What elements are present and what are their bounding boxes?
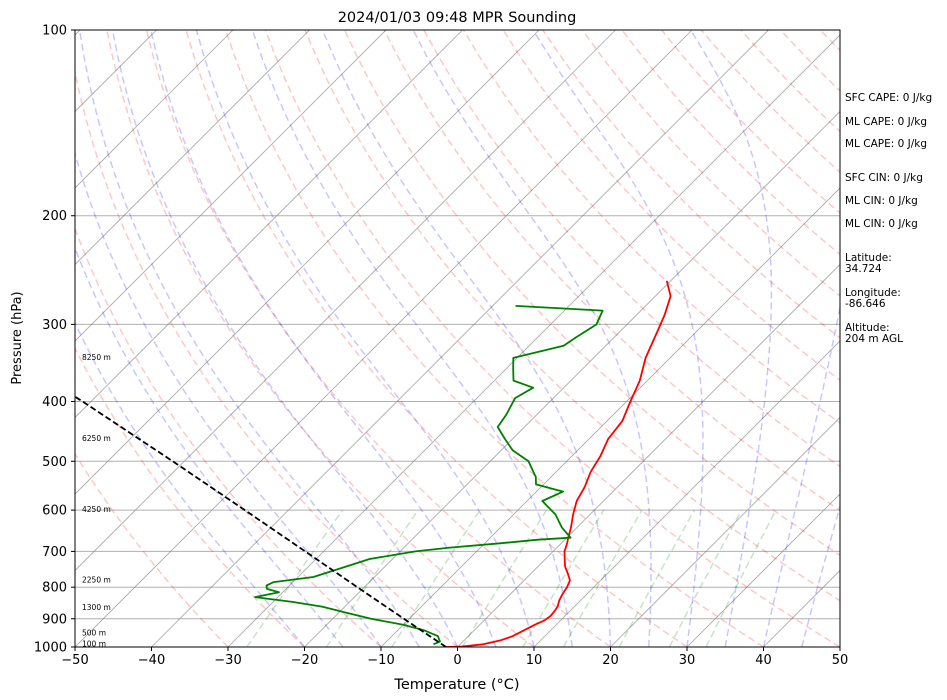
mixing-ratio-line — [246, 509, 344, 647]
x-tick-label: −50 — [61, 653, 88, 668]
mixing-ratio-line — [562, 509, 643, 647]
isotherm-line — [533, 340, 840, 647]
ml-cin-text: ML CIN: 0 J/kg — [845, 195, 918, 207]
sfc-cin-text: SFC CIN: 0 J/kg — [845, 172, 923, 184]
height-labels: 100 m 500 m 1300 m 2250 m 4250 m 6250 m 8250 m — [82, 353, 111, 648]
x-tick-label: 50 — [832, 653, 849, 668]
dry-adiabat-line — [343, 30, 840, 557]
moist-adiabat-line — [75, 150, 382, 647]
y-tick-label: 900 — [42, 612, 67, 627]
isotherm-line — [75, 30, 387, 342]
axes: −50 −40 −30 −20 −10 0 10 20 30 40 50 1000 900 800 700 6… — [34, 24, 848, 669]
y-tick-label: 600 — [42, 504, 67, 519]
mixing-ratio-line — [522, 509, 605, 647]
dry-adiabat-line — [75, 346, 306, 647]
height-label: 500 m — [82, 628, 106, 637]
height-label: 1300 m — [82, 603, 111, 612]
isotherm-line — [610, 416, 840, 647]
y-axis-label: Pressure (hPa) — [10, 291, 25, 384]
dry-adiabat-line — [75, 452, 229, 647]
moist-adiabat-line — [251, 30, 574, 647]
dry-adiabat-line — [423, 30, 840, 468]
chart-title: 2024/01/03 09:48 MPR Sounding — [338, 10, 577, 26]
moist-adiabat-line — [78, 30, 420, 647]
sfc-cape-text: SFC CAPE: 0 J/kg — [845, 92, 933, 104]
x-tick-label: 20 — [602, 653, 619, 668]
x-tick-label: 0 — [453, 653, 461, 668]
x-axis-label: Temperature (°C) — [393, 677, 519, 693]
moist-adiabat-line — [690, 30, 773, 647]
isotherm-line — [304, 110, 840, 647]
y-tick-label: 200 — [42, 209, 67, 224]
x-tick-label: −20 — [291, 653, 318, 668]
isotherm-line — [75, 30, 234, 189]
ml-cape-text: ML CAPE: 0 J/kg — [845, 116, 928, 128]
x-tick-label: −40 — [138, 653, 165, 668]
dry-adiabat-line — [383, 30, 840, 512]
ml-cin-text-2: ML CIN: 0 J/kg — [845, 218, 918, 230]
ml-cape-text-2: ML CAPE: 0 J/kg — [845, 138, 928, 150]
data-series — [75, 280, 672, 647]
isotherm-line — [151, 30, 769, 647]
moist-adiabat-line — [801, 503, 840, 647]
latitude-text: Latitude: 34.724 — [845, 252, 892, 275]
y-tick-label: 400 — [42, 395, 67, 410]
moist-adiabat-line — [762, 303, 840, 647]
dry-adiabat-line — [502, 30, 840, 382]
dry-adiabat-line — [264, 30, 840, 647]
moist-adiabat-line — [150, 30, 497, 647]
y-tick-label: 700 — [42, 545, 67, 560]
x-tick-label: 10 — [526, 653, 543, 668]
height-label: 8250 m — [82, 353, 111, 362]
dry-adiabat-line — [542, 30, 840, 339]
y-tick-label: 100 — [42, 24, 67, 39]
x-tick-label: −30 — [214, 653, 241, 668]
dry-adiabat-line — [462, 30, 840, 424]
isotherm-line — [75, 30, 540, 495]
y-tick-label: 800 — [42, 581, 67, 596]
height-label: 6250 m — [82, 434, 111, 443]
mixing-ratio-line — [461, 509, 548, 647]
dry-adiabat-line — [581, 30, 840, 297]
dry-adiabat-line — [75, 68, 458, 647]
height-label: 2250 m — [82, 575, 111, 584]
x-tick-label: 40 — [755, 653, 772, 668]
isotherm-line — [686, 493, 840, 647]
isotherm-line — [75, 30, 616, 572]
mixing-ratio-line — [705, 509, 777, 647]
moist-adiabat-line — [412, 30, 652, 647]
mixing-ratio-line — [325, 509, 419, 647]
moist-adiabat-line — [532, 30, 704, 647]
dry-adiabat-line — [75, 226, 382, 647]
y-tick-label: 300 — [42, 318, 67, 333]
mixing-ratio-line — [391, 509, 481, 647]
longitude-text: Longitude: -86.646 — [845, 287, 901, 310]
dry-adiabat-line — [304, 30, 840, 602]
isotherm-line — [75, 30, 693, 647]
isotherm-line — [75, 30, 463, 419]
background-lines — [75, 30, 840, 647]
moist-adiabat-line — [75, 320, 306, 647]
y-tick-label: 500 — [42, 455, 67, 470]
altitude-text: Altitude: 204 m AGL — [845, 322, 903, 345]
mixing-ratio-line — [668, 509, 743, 647]
isotherm-line — [457, 263, 840, 647]
dewpoint-profile — [254, 305, 604, 646]
isotherm-line — [75, 30, 310, 266]
mixing-ratio-line — [618, 509, 696, 647]
isotherm-line — [227, 34, 840, 647]
x-tick-label: 30 — [679, 653, 696, 668]
dry-adiabat-line — [106, 30, 535, 647]
x-tick-label: −10 — [367, 653, 394, 668]
height-label: 4250 m — [82, 505, 111, 514]
dry-adiabat-line — [185, 30, 688, 647]
temperature-profile — [445, 280, 672, 647]
moist-adiabat-line — [111, 30, 459, 647]
moist-adiabat-line — [195, 30, 535, 647]
y-tick-label: 1000 — [34, 641, 67, 656]
dry-adiabat-line — [145, 30, 611, 647]
height-label: 100 m — [82, 639, 106, 648]
